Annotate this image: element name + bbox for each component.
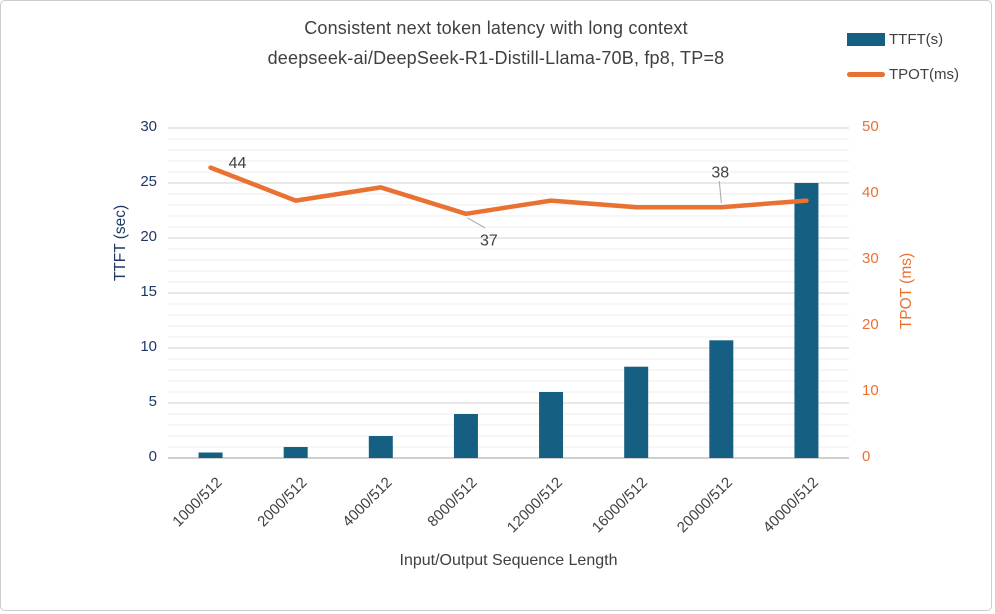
ttft-bar bbox=[283, 447, 308, 458]
right-axis-tick: 10 bbox=[862, 382, 879, 399]
tpot-line-swatch-icon bbox=[847, 72, 885, 77]
tpot-data-label: 37 bbox=[480, 232, 498, 249]
left-axis-tick: 15 bbox=[140, 283, 157, 300]
ttft-bar bbox=[453, 414, 478, 458]
tpot-data-label: 38 bbox=[711, 165, 729, 182]
legend-item-tpot: TPOT(ms) bbox=[847, 62, 959, 87]
chart-title-line-2: deepseek-ai/DeepSeek-R1-Distill-Llama-70… bbox=[267, 48, 725, 68]
right-axis-tick: 40 bbox=[862, 184, 879, 201]
legend-item-ttft: TTFT(s) bbox=[847, 27, 943, 52]
x-axis-title: Input/Output Sequence Length bbox=[399, 552, 618, 569]
tpot-data-label: 44 bbox=[229, 155, 247, 172]
left-axis-tick: 30 bbox=[140, 118, 157, 135]
left-axis-tick: 20 bbox=[140, 228, 157, 245]
legend-label-tpot: TPOT(ms) bbox=[889, 66, 959, 83]
left-axis-tick: 10 bbox=[140, 338, 157, 355]
left-axis-tick: 5 bbox=[148, 393, 157, 410]
ttft-bar bbox=[794, 183, 819, 458]
right-axis-tick: 20 bbox=[862, 316, 879, 333]
left-axis-title: TTFT (sec) bbox=[112, 204, 129, 282]
data-label-leader-line bbox=[467, 217, 486, 229]
legend-label-ttft: TTFT(s) bbox=[889, 31, 944, 48]
ttft-bar bbox=[709, 340, 734, 458]
ttft-bar bbox=[368, 436, 393, 458]
ttft-bar bbox=[539, 392, 564, 458]
right-axis-tick: 0 bbox=[862, 448, 871, 465]
data-label-leader-line bbox=[718, 181, 722, 204]
chart-title-line-1: Consistent next token latency with long … bbox=[304, 18, 688, 38]
tpot-line bbox=[208, 165, 809, 217]
left-axis-tick: 0 bbox=[148, 448, 157, 465]
right-axis-tick: 30 bbox=[862, 250, 879, 267]
ttft-bar-swatch-icon bbox=[847, 33, 885, 46]
left-axis-tick: 25 bbox=[140, 173, 157, 190]
ttft-bar bbox=[198, 452, 223, 458]
ttft-bar bbox=[624, 366, 649, 458]
right-axis-tick: 50 bbox=[862, 118, 879, 135]
right-axis-title: TPOT (ms) bbox=[898, 252, 915, 330]
